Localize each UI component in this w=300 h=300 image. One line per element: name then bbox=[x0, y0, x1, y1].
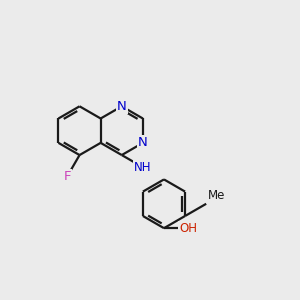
Text: N: N bbox=[138, 136, 148, 149]
Text: Me: Me bbox=[208, 189, 225, 202]
Text: NH: NH bbox=[134, 161, 152, 174]
Text: OH: OH bbox=[179, 222, 197, 235]
Text: N: N bbox=[117, 100, 127, 113]
Text: F: F bbox=[64, 170, 71, 183]
